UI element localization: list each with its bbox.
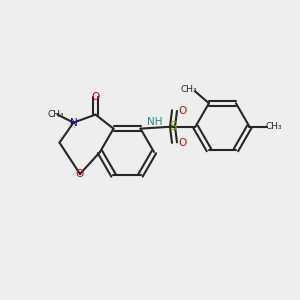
Text: CH₃: CH₃ (181, 85, 197, 94)
Text: S: S (169, 120, 176, 133)
Text: CH₃: CH₃ (265, 122, 282, 131)
Text: O: O (76, 169, 84, 179)
Text: N: N (70, 118, 77, 128)
Text: O: O (92, 92, 100, 102)
Text: NH: NH (147, 117, 162, 127)
Text: O: O (178, 106, 187, 116)
Text: CH₃: CH₃ (47, 110, 64, 119)
Text: O: O (178, 138, 187, 148)
